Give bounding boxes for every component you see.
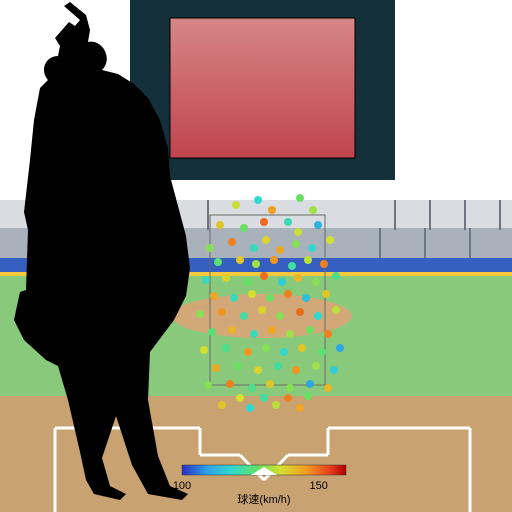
pitch-point bbox=[262, 236, 270, 244]
pitch-point bbox=[302, 294, 310, 302]
pitch-point bbox=[306, 380, 314, 388]
pitch-point bbox=[260, 218, 268, 226]
pitch-point bbox=[250, 244, 258, 252]
pitch-point bbox=[262, 344, 270, 352]
pitch-point bbox=[222, 344, 230, 352]
pitch-point bbox=[314, 221, 322, 229]
pitch-point bbox=[288, 262, 296, 270]
pitch-point bbox=[272, 401, 280, 409]
pitch-point bbox=[284, 394, 292, 402]
pitch-point bbox=[296, 194, 304, 202]
pitch-point bbox=[286, 384, 294, 392]
pitch-point bbox=[324, 384, 332, 392]
pitch-point bbox=[324, 330, 332, 338]
pitch-point bbox=[210, 292, 218, 300]
colorbar-tick: 150 bbox=[309, 480, 327, 492]
pitch-point bbox=[218, 308, 226, 316]
pitch-point bbox=[284, 218, 292, 226]
pitch-point bbox=[332, 306, 340, 314]
pitch-point bbox=[326, 236, 334, 244]
pitch-point bbox=[268, 326, 276, 334]
pitch-point bbox=[266, 294, 274, 302]
pitch-point bbox=[260, 394, 268, 402]
pitch-point bbox=[276, 312, 284, 320]
pitch-point bbox=[200, 346, 208, 354]
pitch-point bbox=[246, 404, 254, 412]
pitch-point bbox=[320, 260, 328, 268]
pitch-point bbox=[196, 310, 204, 318]
pitch-point bbox=[332, 272, 340, 280]
colorbar-tick: 100 bbox=[173, 480, 191, 492]
pitch-point bbox=[232, 201, 240, 209]
pitch-point bbox=[250, 330, 258, 338]
pitch-point bbox=[294, 274, 302, 282]
pitch-point bbox=[234, 362, 242, 370]
pitch-point bbox=[218, 401, 226, 409]
pitch-point bbox=[216, 221, 224, 229]
pitch-point bbox=[248, 290, 256, 298]
scoreboard-screen bbox=[170, 18, 355, 158]
pitch-point bbox=[312, 278, 320, 286]
pitch-point bbox=[226, 380, 234, 388]
pitch-point bbox=[312, 362, 320, 370]
pitch-point bbox=[298, 344, 306, 352]
pitch-location-chart: 100 150 球速(km/h) bbox=[0, 0, 512, 512]
pitch-point bbox=[330, 366, 338, 374]
pitch-point bbox=[268, 206, 276, 214]
pitch-point bbox=[286, 330, 294, 338]
pitch-point bbox=[252, 260, 260, 268]
pitch-point bbox=[304, 256, 312, 264]
pitch-point bbox=[212, 364, 220, 372]
pitch-point bbox=[244, 278, 252, 286]
pitch-point bbox=[284, 290, 292, 298]
pitch-point bbox=[296, 308, 304, 316]
pitch-point bbox=[318, 348, 326, 356]
pitch-point bbox=[280, 348, 288, 356]
pitch-point bbox=[304, 392, 312, 400]
pitch-point bbox=[202, 276, 210, 284]
pitch-point bbox=[230, 294, 238, 302]
pitch-point bbox=[336, 344, 344, 352]
pitch-point bbox=[254, 366, 262, 374]
pitch-point bbox=[258, 306, 266, 314]
pitch-point bbox=[260, 272, 268, 280]
pitch-point bbox=[236, 256, 244, 264]
pitch-point bbox=[308, 244, 316, 252]
pitch-point bbox=[204, 381, 212, 389]
pitch-point bbox=[309, 206, 317, 214]
colorbar-label: 球速(km/h) bbox=[237, 492, 290, 506]
pitch-point bbox=[270, 256, 278, 264]
pitch-point bbox=[222, 274, 230, 282]
pitch-point bbox=[244, 348, 252, 356]
pitch-point bbox=[240, 312, 248, 320]
pitch-point bbox=[314, 312, 322, 320]
pitch-point bbox=[276, 246, 284, 254]
pitch-point bbox=[278, 278, 286, 286]
pitch-point bbox=[266, 380, 274, 388]
pitch-point bbox=[254, 196, 262, 204]
pitch-point bbox=[214, 258, 222, 266]
pitch-point bbox=[292, 366, 300, 374]
pitch-point bbox=[274, 362, 282, 370]
pitch-point bbox=[294, 228, 302, 236]
pitch-point bbox=[296, 404, 304, 412]
pitch-point bbox=[228, 238, 236, 246]
pitch-point bbox=[248, 384, 256, 392]
pitch-point bbox=[208, 328, 216, 336]
pitch-point bbox=[306, 326, 314, 334]
pitch-point bbox=[322, 290, 330, 298]
pitch-point bbox=[236, 394, 244, 402]
pitch-point bbox=[292, 240, 300, 248]
pitch-point bbox=[228, 326, 236, 334]
pitch-point bbox=[206, 244, 214, 252]
pitch-point bbox=[240, 224, 248, 232]
